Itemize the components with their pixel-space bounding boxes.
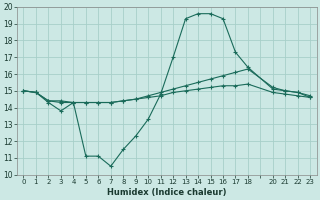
X-axis label: Humidex (Indice chaleur): Humidex (Indice chaleur): [107, 188, 227, 197]
